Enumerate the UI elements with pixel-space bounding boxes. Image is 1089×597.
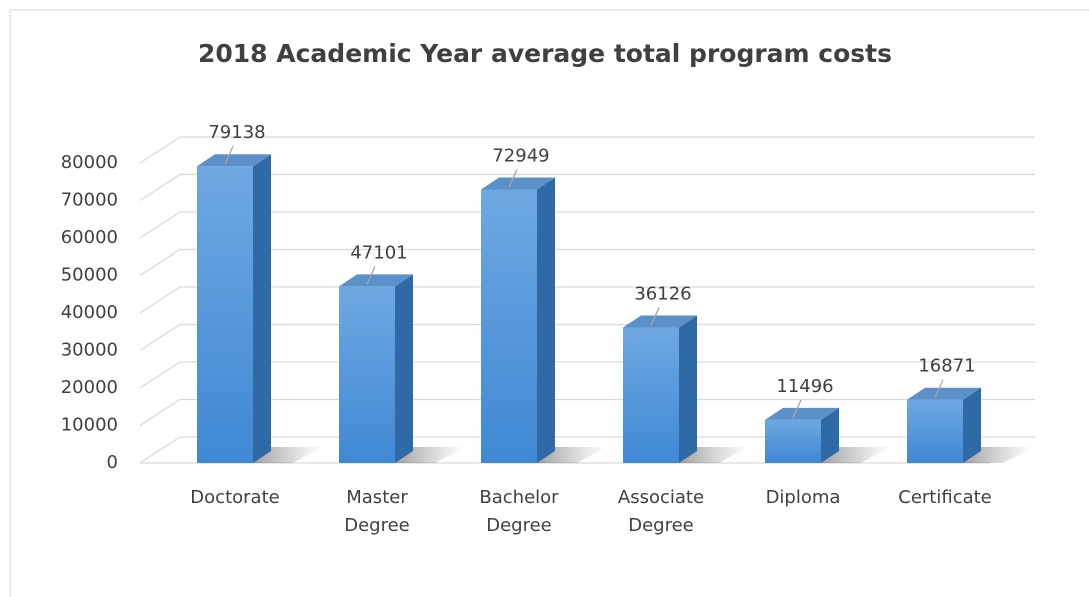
bar-side — [537, 177, 555, 463]
data-label: 72949 — [492, 145, 549, 166]
x-tick-label: Diploma — [766, 487, 841, 508]
leader-line — [934, 379, 944, 398]
x-tick-label: Certificate — [898, 487, 992, 508]
data-label: 11496 — [776, 376, 833, 397]
y-tick-label: 50000 — [61, 265, 118, 286]
bar — [481, 189, 537, 463]
y-tick-label: 0 — [107, 452, 118, 473]
bar-side — [963, 387, 981, 463]
leader-line — [224, 145, 234, 165]
leader-line — [508, 169, 518, 188]
grid-line — [139, 173, 1035, 202]
y-tick-label: 60000 — [61, 227, 118, 248]
y-tick-label: 30000 — [61, 340, 118, 361]
bar-top — [765, 407, 839, 420]
bar-top — [907, 387, 981, 400]
x-tick-label: Master Degree — [344, 487, 410, 536]
chart-title: 2018 Academic Year average total program… — [198, 39, 892, 68]
leader-line — [366, 266, 376, 285]
grid-line — [139, 323, 1035, 352]
bar — [907, 399, 963, 463]
bar — [339, 286, 395, 463]
grid-line — [139, 436, 1035, 464]
y-tick-label: 70000 — [61, 190, 118, 211]
bar-side — [253, 154, 271, 464]
bar-side — [395, 274, 413, 463]
y-tick-label: 40000 — [61, 302, 118, 323]
bar — [197, 166, 253, 464]
data-label: 79138 — [208, 122, 265, 143]
x-tick-label: Associate Degree — [618, 487, 704, 536]
bar — [765, 419, 821, 463]
y-tick-label: 20000 — [61, 377, 118, 398]
data-label: 47101 — [350, 242, 407, 263]
bar — [623, 327, 679, 463]
bar-top — [197, 154, 271, 167]
grid-line — [139, 248, 1035, 277]
x-tick-label: Bachelor Degree — [479, 487, 559, 536]
grid-line — [139, 211, 1035, 239]
x-tick-label: Doctorate — [190, 487, 279, 508]
leader-line — [792, 399, 802, 419]
bar-side — [821, 407, 839, 463]
y-tick-label: 80000 — [61, 152, 118, 173]
y-tick-label: 10000 — [61, 415, 118, 436]
bar-top — [481, 177, 555, 190]
data-label: 16871 — [918, 356, 975, 377]
bar-top — [623, 315, 697, 328]
leader-line — [650, 307, 660, 326]
bar-top — [339, 274, 413, 287]
data-label: 36126 — [634, 284, 691, 305]
grid-line — [139, 398, 1035, 427]
grid-line — [139, 286, 1035, 314]
grid-line — [139, 361, 1035, 389]
bar-side — [679, 315, 697, 463]
grid-line — [139, 136, 1035, 164]
